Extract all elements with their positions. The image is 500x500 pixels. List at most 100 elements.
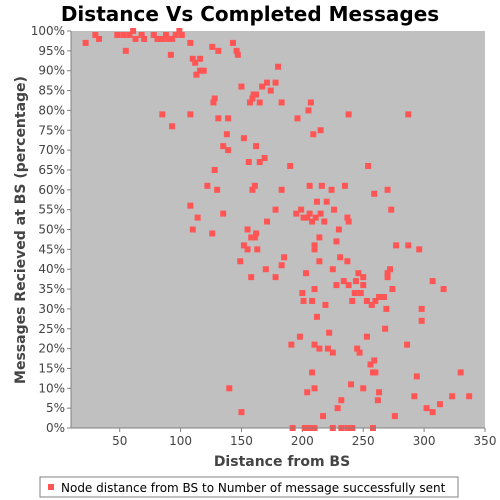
data-point xyxy=(187,39,194,46)
y-tick-label: 40% xyxy=(38,262,65,276)
data-point xyxy=(393,242,400,249)
legend-marker xyxy=(48,484,54,490)
y-tick-label: 90% xyxy=(38,64,65,78)
data-point xyxy=(389,286,396,293)
data-point xyxy=(307,99,314,106)
data-point xyxy=(368,301,375,308)
data-point xyxy=(357,290,364,297)
data-point xyxy=(154,35,161,42)
y-tick-label: 10% xyxy=(38,381,65,395)
data-point xyxy=(287,162,294,169)
data-point xyxy=(436,401,443,408)
data-point xyxy=(210,99,217,106)
data-point xyxy=(209,43,216,50)
data-point xyxy=(256,99,263,106)
data-point xyxy=(120,31,127,38)
data-point xyxy=(376,293,383,300)
x-tick-label: 150 xyxy=(230,434,253,448)
data-point xyxy=(326,329,333,336)
data-point xyxy=(248,274,255,281)
data-point xyxy=(159,35,166,42)
data-point xyxy=(317,210,324,217)
data-point xyxy=(245,159,252,166)
data-point xyxy=(372,369,379,376)
data-point xyxy=(253,230,260,237)
data-point xyxy=(306,210,313,217)
legend-label: Node distance from BS to Number of messa… xyxy=(61,481,446,495)
data-point xyxy=(321,218,328,225)
y-tick-label: 60% xyxy=(38,183,65,197)
data-point xyxy=(114,31,121,38)
y-axis-ticks: 0% 5% 10% 15% 20% 25% 30% 35% 40% 45% 50% 55% 60% 65%… xyxy=(31,24,71,435)
y-tick-label: 85% xyxy=(38,84,65,98)
data-point xyxy=(309,369,316,376)
data-point xyxy=(296,333,303,340)
y-tick-label: 50% xyxy=(38,223,65,237)
x-tick-label: 250 xyxy=(352,434,375,448)
data-point xyxy=(323,198,330,205)
y-tick-label: 35% xyxy=(38,282,65,296)
data-point xyxy=(349,297,356,304)
data-point xyxy=(220,210,227,217)
data-point xyxy=(360,385,367,392)
y-tick-label: 25% xyxy=(38,322,65,336)
data-point xyxy=(429,409,436,416)
data-point xyxy=(304,214,311,221)
data-point xyxy=(316,234,323,241)
data-point xyxy=(176,28,183,34)
data-point xyxy=(197,67,204,74)
data-point xyxy=(259,83,266,90)
data-point xyxy=(254,246,261,253)
data-point xyxy=(335,226,342,233)
data-point xyxy=(304,389,311,396)
data-point xyxy=(251,182,258,189)
data-point xyxy=(264,218,271,225)
data-point xyxy=(351,290,358,297)
data-point xyxy=(162,31,169,38)
data-point xyxy=(329,349,336,356)
data-point xyxy=(348,381,355,388)
data-point xyxy=(416,246,423,253)
data-point xyxy=(169,35,176,42)
data-point xyxy=(141,35,148,42)
data-point xyxy=(278,186,285,193)
data-point xyxy=(367,361,374,368)
data-point xyxy=(338,397,345,404)
data-point xyxy=(178,31,185,38)
data-point xyxy=(345,218,352,225)
data-point xyxy=(355,270,362,277)
data-point xyxy=(229,39,236,46)
data-point xyxy=(192,59,199,66)
y-tick-label: 5% xyxy=(46,401,65,415)
data-point xyxy=(382,325,389,332)
data-point xyxy=(337,254,344,261)
data-point xyxy=(440,286,447,293)
data-point xyxy=(244,246,251,253)
y-tick-label: 45% xyxy=(38,242,65,256)
data-point xyxy=(405,111,412,118)
data-point xyxy=(256,159,263,166)
data-point xyxy=(356,349,363,356)
data-point xyxy=(354,345,361,352)
data-point xyxy=(306,182,313,189)
data-point xyxy=(165,35,172,42)
data-point xyxy=(272,79,279,86)
data-point xyxy=(384,274,391,281)
data-point xyxy=(340,278,347,285)
data-point xyxy=(352,278,359,285)
data-point xyxy=(374,397,381,404)
plot-area xyxy=(71,31,485,428)
data-point xyxy=(320,413,327,420)
x-axis-ticks: 50 100 150 200 250 300 350 xyxy=(112,428,496,448)
data-point xyxy=(215,47,222,54)
y-tick-label: 55% xyxy=(38,203,65,217)
data-point xyxy=(172,31,179,38)
data-point xyxy=(272,274,279,281)
data-point xyxy=(132,35,139,42)
y-tick-label: 30% xyxy=(38,302,65,316)
data-point xyxy=(211,95,218,102)
data-point xyxy=(466,393,473,400)
data-point xyxy=(405,242,412,249)
y-tick-label: 70% xyxy=(38,143,65,157)
data-point xyxy=(234,51,241,58)
